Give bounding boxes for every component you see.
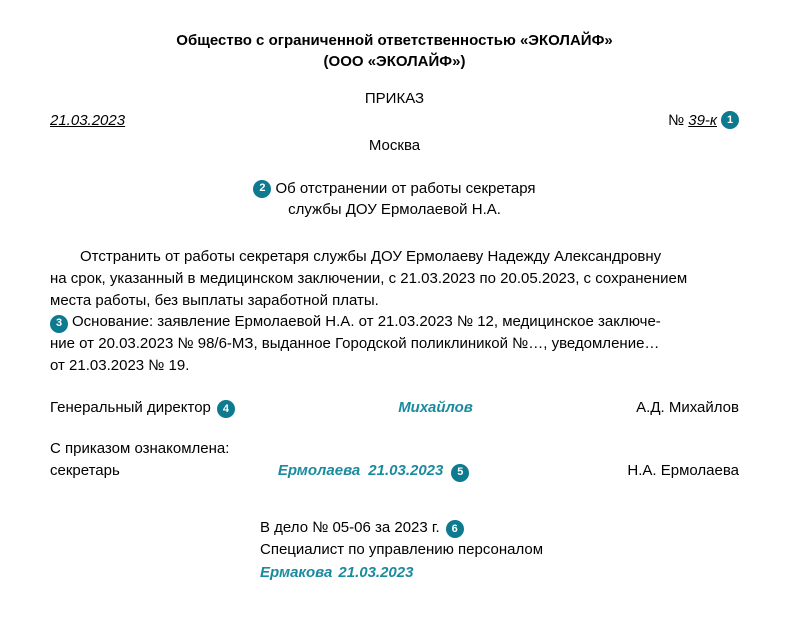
order-title: ПРИКАЗ xyxy=(50,90,739,107)
subject-line-1: 2 Об отстранении от работы секретаря xyxy=(253,178,535,199)
basis-line-2: ние от 20.03.2023 № 98/6-МЗ, выданное Го… xyxy=(50,333,739,355)
ack-title: С приказом ознакомлена: xyxy=(50,438,739,461)
date-number-row: 21.03.2023 № 39-к 1 xyxy=(50,111,739,129)
subject-text-2: службы ДОУ Ермолаевой Н.А. xyxy=(50,199,739,220)
marker-3: 3 xyxy=(50,315,68,333)
file-line-1-wrap: В дело № 05-06 за 2023 г. 6 xyxy=(260,517,739,540)
number-label: № xyxy=(668,112,684,129)
marker-4: 4 xyxy=(217,400,235,418)
marker-5: 5 xyxy=(451,464,469,482)
company-name: Общество с ограниченной ответственностью… xyxy=(50,30,739,51)
director-position-wrap: Генеральный директор 4 xyxy=(50,399,235,418)
acknowledgment-block: С приказом ознакомлена: секретарь Ермола… xyxy=(50,438,739,483)
ack-signature-wrap: Ермолаева 21.03.2023 5 xyxy=(278,460,470,483)
order-date: 21.03.2023 xyxy=(50,112,125,129)
document-header: Общество с ограниченной ответственностью… xyxy=(50,30,739,72)
number-value: 39-к xyxy=(688,112,717,129)
ack-signature: Ермолаева xyxy=(278,460,360,483)
file-block: В дело № 05-06 за 2023 г. 6 Специалист п… xyxy=(260,517,739,585)
director-signature: Михайлов xyxy=(398,399,473,416)
ack-date: 21.03.2023 xyxy=(368,460,443,483)
file-line-2: Специалист по управлению персоналом xyxy=(260,539,739,562)
basis-line-3: от 21.03.2023 № 19. xyxy=(50,355,739,377)
company-short-name: (ООО «ЭКОЛАЙФ») xyxy=(50,51,739,72)
marker-6: 6 xyxy=(446,520,464,538)
para1-line1: Отстранить от работы секретаря службы ДО… xyxy=(50,246,739,268)
ack-name: Н.А. Ермолаева xyxy=(627,460,739,483)
ack-row: секретарь Ермолаева 21.03.2023 5 Н.А. Ер… xyxy=(50,460,739,483)
para1-line2: на срок, указанный в медицинском заключе… xyxy=(50,268,739,290)
file-line-1: В дело № 05-06 за 2023 г. xyxy=(260,517,440,540)
subject: 2 Об отстранении от работы секретаря слу… xyxy=(50,176,739,220)
file-date: 21.03.2023 xyxy=(338,562,413,585)
file-signature: Ермакова xyxy=(260,562,332,585)
director-name: А.Д. Михайлов xyxy=(636,399,739,416)
basis-line-1: Основание: заявление Ермолаевой Н.А. от … xyxy=(72,311,661,333)
file-signature-wrap: Ермакова 21.03.2023 xyxy=(260,562,739,585)
subject-text-1: Об отстранении от работы секретаря xyxy=(275,178,535,199)
city: Москва xyxy=(50,137,739,154)
ack-position: секретарь xyxy=(50,460,120,483)
director-position: Генеральный директор xyxy=(50,399,211,416)
marker-1: 1 xyxy=(721,111,739,129)
order-number-cell: № 39-к 1 xyxy=(668,111,739,129)
body-text: Отстранить от работы секретаря службы ДО… xyxy=(50,246,739,377)
marker-2: 2 xyxy=(253,180,271,198)
para1-line3: места работы, без выплаты заработной пла… xyxy=(50,290,739,312)
basis-line-1-wrap: 3 Основание: заявление Ермолаевой Н.А. о… xyxy=(50,311,661,333)
director-sign-row: Генеральный директор 4 Михайлов А.Д. Мих… xyxy=(50,399,739,418)
